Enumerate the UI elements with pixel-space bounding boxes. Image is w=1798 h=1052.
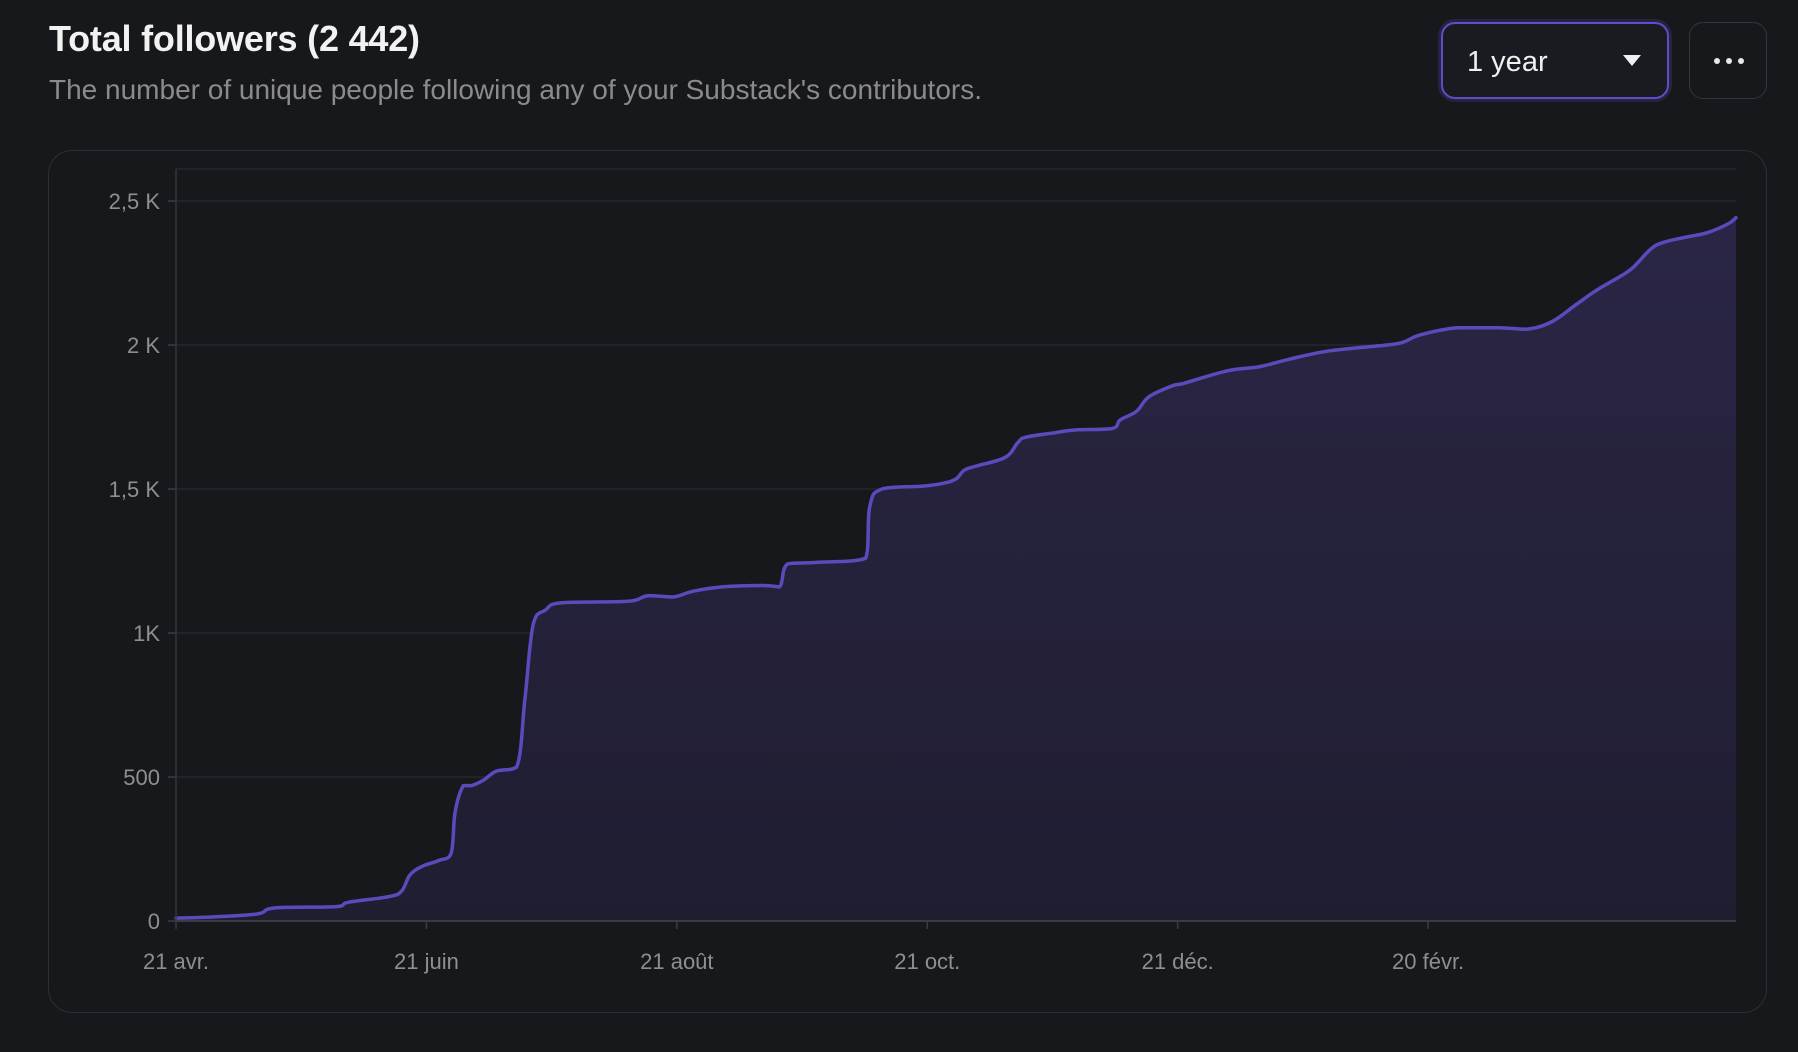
followers-area-fill: [176, 217, 1736, 921]
chevron-down-icon: [1623, 55, 1641, 66]
x-tick-label: 21 août: [640, 949, 713, 974]
x-tick-label: 21 avr.: [143, 949, 209, 974]
y-tick-label: 500: [123, 765, 160, 790]
more-horizontal-icon: [1714, 58, 1744, 64]
y-tick-label: 2 K: [127, 333, 160, 358]
page-subtitle: The number of unique people following an…: [49, 74, 982, 105]
x-tick-label: 21 juin: [394, 949, 459, 974]
time-range-select[interactable]: 1 year: [1441, 22, 1669, 99]
y-tick-label: 1K: [133, 621, 160, 646]
x-tick-label: 21 oct.: [894, 949, 960, 974]
followers-area-chart: 0 500 1K 1,5 K 2 K 2,5 K 21 avr. 21 juin 21 août…: [109, 168, 1738, 974]
more-options-button[interactable]: [1689, 22, 1767, 99]
y-tick-label: 0: [148, 909, 160, 934]
chart-card: 0 500 1K 1,5 K 2 K 2,5 K 21 avr. 21 juin 21 août…: [48, 150, 1767, 1013]
y-tick-label: 2,5 K: [109, 189, 161, 214]
page-title: Total followers (2 442): [49, 18, 420, 59]
y-tick-label: 1,5 K: [109, 477, 161, 502]
x-tick-label: 21 déc.: [1142, 949, 1214, 974]
time-range-value: 1 year: [1467, 46, 1548, 78]
followers-series-line[interactable]: [174, 215, 1738, 920]
x-tick-label: 20 févr.: [1392, 949, 1464, 974]
